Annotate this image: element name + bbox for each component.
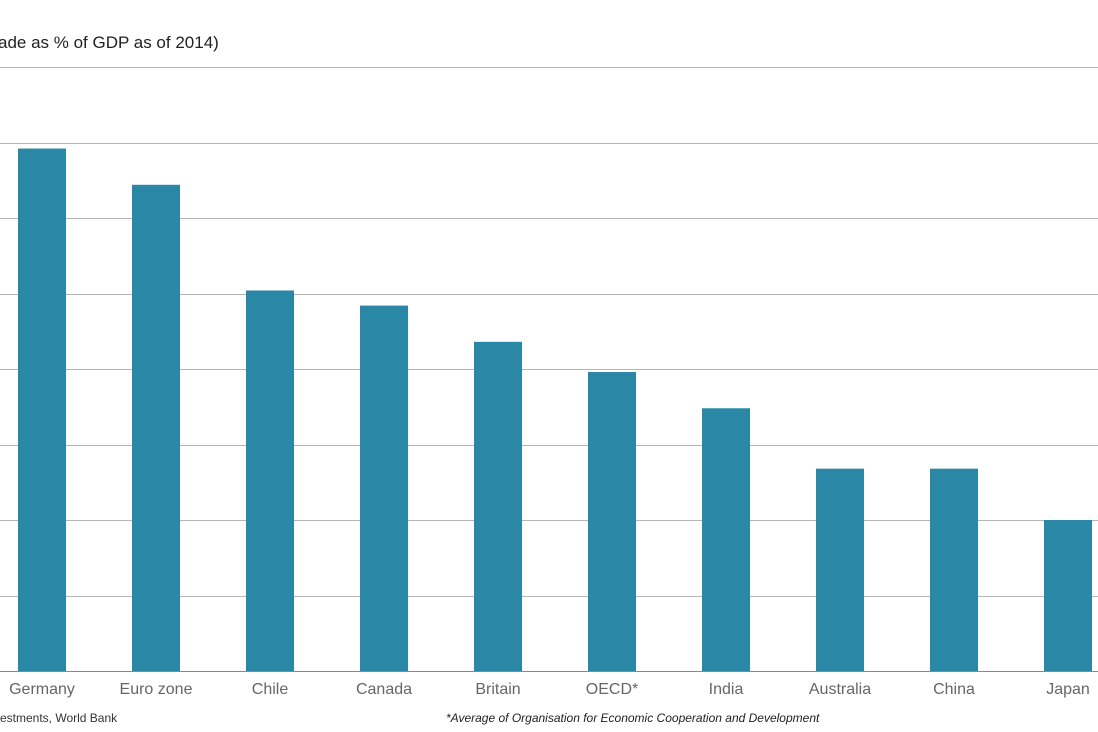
category-labels: Germany Euro zone Chile Canada Britain OECD* I…	[9, 681, 1090, 698]
bar-canada	[360, 305, 408, 671]
bar-australia	[816, 468, 864, 671]
category-label: Japan	[1046, 681, 1090, 698]
category-label: Euro zone	[120, 681, 193, 698]
bars	[18, 148, 1092, 672]
category-label: Australia	[809, 681, 871, 698]
category-label: Chile	[252, 681, 289, 698]
category-label: Canada	[356, 681, 412, 698]
category-label: China	[933, 681, 975, 698]
bar-india	[702, 408, 750, 671]
bar-euro-zone	[132, 184, 180, 671]
chart-title: ade as % of GDP as of 2014)	[0, 33, 219, 52]
gridlines	[0, 67, 1098, 672]
category-label: Britain	[475, 681, 520, 698]
bar-chile	[246, 290, 294, 671]
category-label: OECD*	[586, 681, 638, 698]
bar-oecd	[588, 372, 636, 671]
category-label: India	[709, 681, 744, 698]
bar-china	[930, 468, 978, 671]
bar-britain	[474, 341, 522, 671]
category-label: Germany	[9, 681, 75, 698]
bar-germany	[18, 148, 66, 672]
bar-japan	[1044, 520, 1092, 671]
source-note: estments, World Bank	[0, 711, 118, 725]
footnote: *Average of Organisation for Economic Co…	[446, 711, 820, 725]
